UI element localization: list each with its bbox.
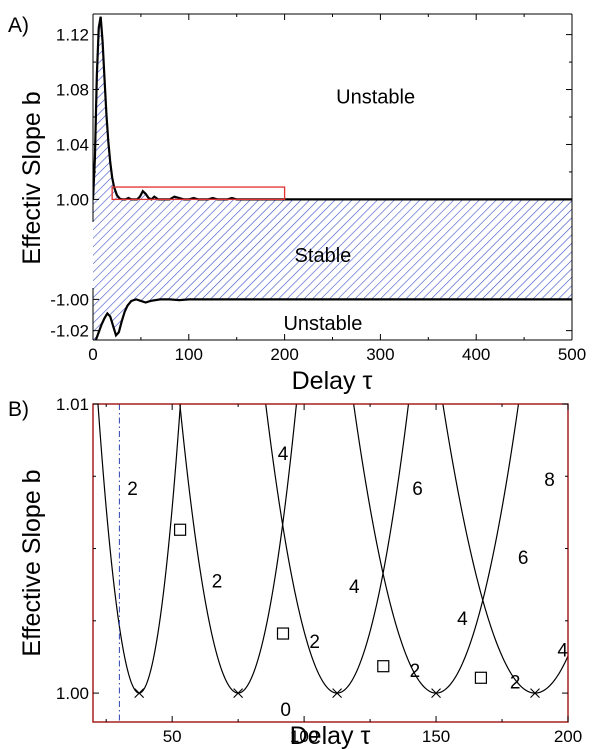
cross-marker — [332, 688, 342, 698]
x-tick-label: 100 — [175, 345, 203, 364]
cross-marker — [530, 688, 540, 698]
stable-region — [93, 16, 572, 340]
x-tick-label: 200 — [270, 345, 298, 364]
x-tick-label: 300 — [366, 345, 394, 364]
region-label: Unstable — [283, 313, 362, 335]
mode-curve — [442, 404, 568, 694]
stable-region-hatch — [93, 16, 572, 340]
panel-b-label: B) — [8, 398, 29, 421]
branch-label: 4 — [457, 609, 468, 630]
x-tick-label: 0 — [88, 345, 97, 364]
mode-curve — [265, 404, 410, 694]
x-tick-label: 50 — [163, 727, 182, 746]
branch-label: 2 — [309, 632, 320, 653]
y-tick-label: 1.04 — [56, 135, 89, 154]
zoom-region-rect — [111, 186, 286, 201]
branch-label: 4 — [557, 641, 568, 662]
mode-curves — [97, 404, 568, 722]
panel-b: B) 2 4 6 8 2 4 6 2 4 2 4 2 0 50 100 150 200 1.00 1.01 Del… — [8, 395, 582, 749]
branch-label: 0 — [280, 700, 291, 721]
square-marker — [173, 523, 187, 536]
lower-boundary-curve — [94, 298, 572, 340]
x-tick-label: 150 — [422, 727, 450, 746]
y-tick-label: -1.02 — [50, 322, 89, 341]
zoom-box — [111, 186, 286, 201]
panel-a: A) 0 100 200 300 400 500 1.00 1.04 1.08 1.12 -1.00… — [8, 13, 586, 395]
y-tick-label: 1.01 — [56, 395, 89, 414]
cross-marker — [233, 688, 244, 698]
y-tick-label: -1.00 — [50, 290, 89, 309]
mode-curve — [353, 404, 520, 694]
upper-boundary-curve — [93, 16, 572, 201]
cross-marker — [134, 688, 145, 698]
y-tick-label: 1.08 — [56, 81, 89, 100]
branch-label: 4 — [349, 577, 360, 598]
panel-a-x-axis-title: Delay τ — [292, 367, 373, 395]
branch-label: 8 — [544, 470, 555, 491]
region-label: Unstable — [336, 86, 415, 108]
x-tick-label: 100 — [290, 727, 318, 746]
mode-curve — [97, 404, 181, 694]
panel-b-frame-rect — [92, 403, 569, 723]
x-tick-label: 500 — [558, 345, 586, 364]
panel-a-ticks: 0 100 200 300 400 500 1.00 1.04 1.08 1.12 -1.00 -1.… — [50, 14, 586, 364]
cross-marker — [431, 688, 441, 698]
square-marker — [377, 660, 390, 673]
panel-a-y-axis-title: Effectiv Slope b — [18, 91, 46, 264]
y-tick-label: 1.00 — [56, 684, 89, 703]
branch-label: 2 — [127, 479, 138, 500]
region-labels: Unstable Stable Unstable — [283, 86, 415, 334]
panel-b-ticks: 50 100 150 200 1.00 1.01 — [56, 395, 582, 746]
branch-label: 6 — [518, 548, 529, 569]
panel-b-frame — [92, 403, 569, 723]
branch-label: 2 — [410, 661, 421, 682]
square-marker — [276, 627, 290, 640]
y-tick-label: 1.00 — [56, 190, 89, 209]
markers — [134, 523, 540, 698]
x-tick-label: 400 — [462, 345, 490, 364]
branch-label: 2 — [212, 571, 223, 592]
branch-label: 4 — [278, 444, 289, 465]
square-marker — [474, 671, 488, 684]
y-tick-label: 1.12 — [56, 26, 89, 45]
branch-label: 2 — [510, 673, 521, 694]
panel-b-y-axis-title: Effective Slope b — [18, 469, 46, 656]
branch-label: 6 — [412, 479, 423, 500]
panel-b-x-axis-title: Delay τ — [290, 722, 371, 749]
branch-labels: 2 4 6 8 2 4 6 2 4 2 4 2 0 — [127, 444, 568, 721]
x-tick-label: 200 — [554, 727, 582, 746]
region-label: Stable — [295, 245, 352, 267]
panel-a-label: A) — [8, 14, 29, 37]
